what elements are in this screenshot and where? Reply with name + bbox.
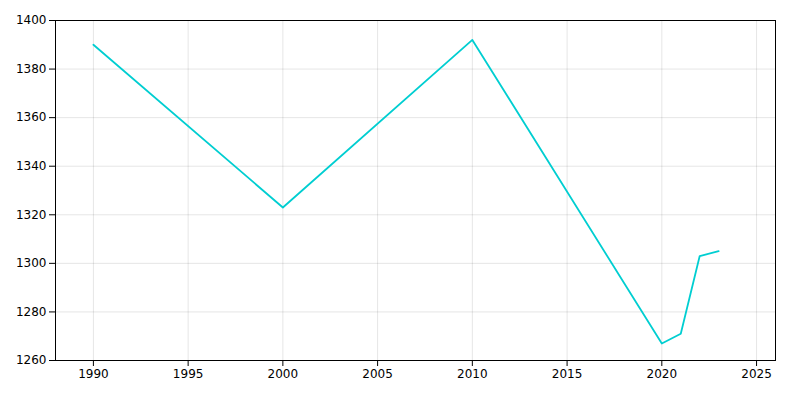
svg-text:1380: 1380 bbox=[16, 62, 47, 76]
svg-text:1340: 1340 bbox=[16, 159, 47, 173]
svg-text:1260: 1260 bbox=[16, 353, 47, 367]
svg-text:2025: 2025 bbox=[741, 367, 772, 381]
svg-text:2000: 2000 bbox=[268, 367, 299, 381]
svg-text:1995: 1995 bbox=[173, 367, 204, 381]
svg-text:1280: 1280 bbox=[16, 305, 47, 319]
svg-text:1300: 1300 bbox=[16, 256, 47, 270]
svg-text:2005: 2005 bbox=[362, 367, 393, 381]
svg-text:2020: 2020 bbox=[647, 367, 678, 381]
svg-text:1360: 1360 bbox=[16, 110, 47, 124]
svg-text:1400: 1400 bbox=[16, 13, 47, 27]
svg-text:2015: 2015 bbox=[552, 367, 583, 381]
svg-text:1990: 1990 bbox=[78, 367, 109, 381]
svg-text:2010: 2010 bbox=[457, 367, 488, 381]
svg-text:1320: 1320 bbox=[16, 208, 47, 222]
